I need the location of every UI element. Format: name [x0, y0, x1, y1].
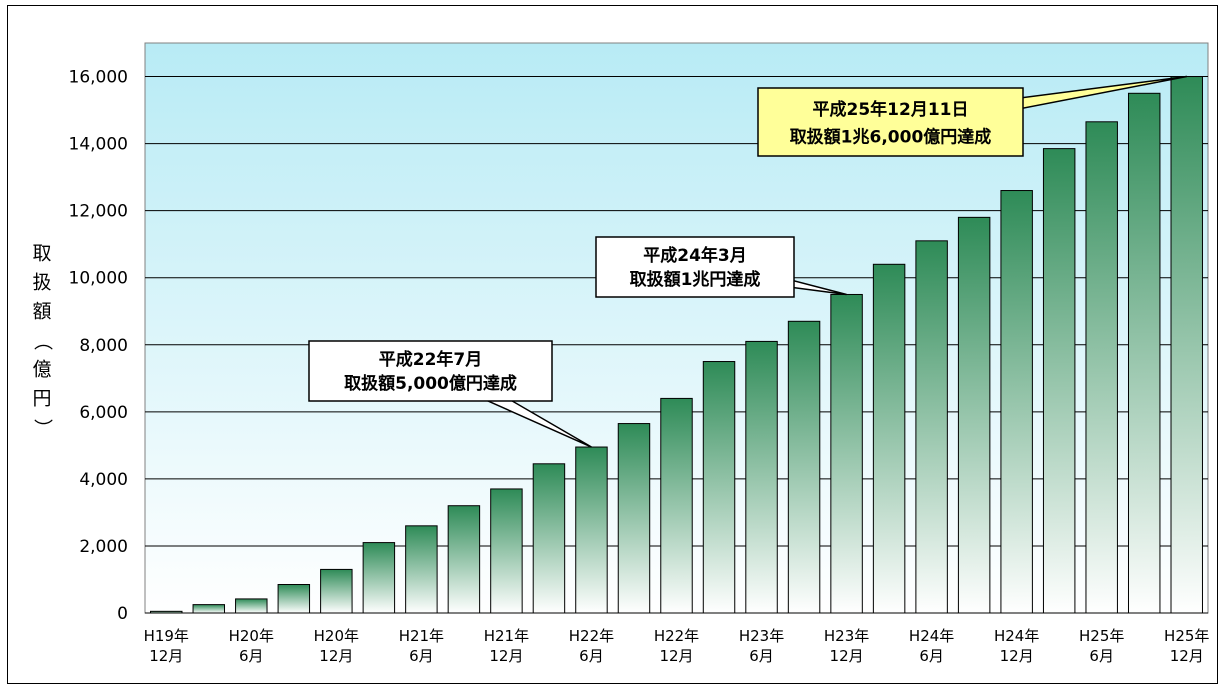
callout-box-fill: [310, 342, 551, 400]
y-axis-label-char: 億: [32, 359, 51, 381]
bar: [1170, 76, 1203, 614]
callout-box-fill: [597, 238, 793, 296]
bar: [532, 463, 566, 614]
x-tick-label-month: 6月: [1089, 647, 1114, 665]
bar: [447, 505, 481, 614]
bar: [1000, 190, 1033, 614]
x-tick-label-year: H24年: [909, 627, 954, 645]
y-tick-label: 0: [117, 604, 128, 624]
bar: [617, 423, 651, 614]
x-tick-label-month: 12月: [319, 647, 353, 665]
bar: [1085, 121, 1118, 614]
bar: [235, 598, 268, 614]
bar: [575, 446, 608, 614]
y-tick-label: 14,000: [69, 135, 128, 155]
callout-line2: 取扱額5,000億円達成: [344, 373, 517, 394]
y-axis-label-char: ）: [32, 418, 54, 437]
x-tick-label-month: 6月: [919, 647, 944, 665]
x-tick-label-month: 6月: [239, 647, 264, 665]
callout-line2: 取扱額1兆円達成: [630, 269, 761, 290]
bar: [192, 604, 226, 614]
x-tick-label-year: H25年: [1164, 627, 1209, 645]
y-axis-label-char: （: [32, 331, 54, 350]
x-tick-label-year: H23年: [739, 627, 784, 645]
bar: [702, 361, 736, 614]
bar: [787, 320, 821, 614]
bar: [490, 488, 523, 614]
callouts: 平成22年7月取扱額5,000億円達成平成24年3月取扱額1兆円達成平成25年1…: [308, 75, 1187, 448]
x-tick-label-year: H19年: [144, 627, 189, 645]
bar: [830, 293, 863, 614]
x-tick-label-year: H20年: [229, 627, 274, 645]
y-tick-label: 16,000: [69, 68, 128, 88]
y-axis-label-char: 額: [32, 301, 51, 323]
callout-line1: 平成24年3月: [643, 245, 747, 266]
callout-box-fill: [759, 89, 1022, 155]
bar: [1127, 92, 1161, 614]
y-tick-labels: 0 2,000 4,000 6,000 8,000 10,000 12,000 14,000 1…: [69, 68, 128, 624]
y-tick-label: 4,000: [79, 470, 128, 490]
bar: [320, 568, 353, 614]
x-tick-label-month: 12月: [1000, 647, 1034, 665]
x-tick-label-year: H20年: [314, 627, 359, 645]
y-tick-label: 10,000: [69, 269, 128, 289]
x-tick-label-year: H22年: [654, 627, 699, 645]
bar: [872, 263, 906, 614]
x-tick-label-year: H21年: [484, 627, 529, 645]
x-tick-labels: H19年 12月 H20年 6月 H20年 12月 H21年 6月 H21年 12月 H22年 6月 H…: [144, 627, 1210, 665]
y-axis-label: 取扱額 （ 億円 ）: [32, 243, 54, 438]
bar: [915, 240, 948, 614]
x-tick-label-year: H21年: [399, 627, 444, 645]
y-tick-label: 12,000: [69, 202, 128, 222]
x-tick-label-month: 12月: [830, 647, 864, 665]
x-tick-label-year: H23年: [824, 627, 869, 645]
bar: [362, 542, 396, 614]
x-tick-label-year: H24年: [994, 627, 1039, 645]
bar: [405, 525, 438, 614]
bars: [150, 76, 1203, 614]
y-axis-label-char: 扱: [32, 272, 51, 294]
callout-line2: 取扱額1兆6,000億円達成: [790, 126, 992, 147]
x-tick-label-month: 6月: [749, 647, 774, 665]
x-tick-label-month: 12月: [489, 647, 523, 665]
y-tick-label: 8,000: [79, 336, 128, 356]
bar: [745, 340, 778, 614]
x-tick-label-month: 12月: [149, 647, 183, 665]
y-axis-label-char: 円: [32, 388, 51, 410]
x-tick-label-year: H25年: [1079, 627, 1124, 645]
y-axis-label-char: 取: [32, 243, 51, 265]
bar: [660, 397, 693, 614]
bar: [957, 216, 991, 614]
bar: [277, 584, 311, 614]
callout-line1: 平成25年12月11日: [813, 99, 969, 120]
x-tick-label-month: 12月: [1170, 647, 1204, 665]
x-tick-label-month: 12月: [659, 647, 693, 665]
x-tick-label-year: H22年: [569, 627, 614, 645]
callout-line1: 平成22年7月: [379, 349, 483, 370]
bar: [1042, 148, 1076, 614]
y-tick-label: 6,000: [79, 403, 128, 423]
x-tick-label-month: 6月: [409, 647, 434, 665]
x-tick-label-month: 6月: [579, 647, 604, 665]
y-tick-label: 2,000: [79, 537, 128, 557]
